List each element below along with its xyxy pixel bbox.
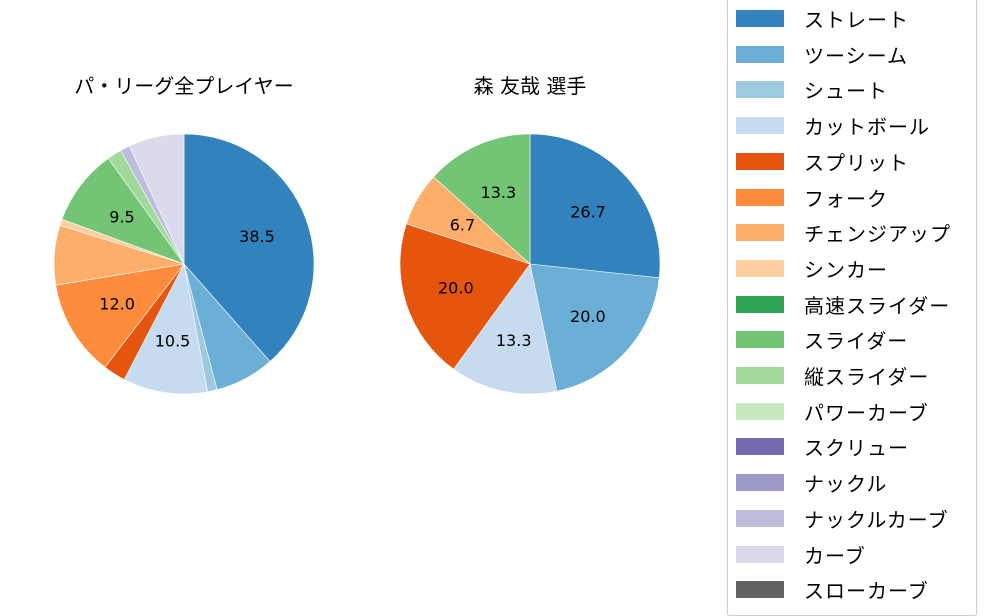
- legend-label: カーブ: [804, 543, 866, 568]
- pie-slice: [123, 263, 208, 395]
- legend-swatch: [736, 367, 784, 384]
- legend-swatch: [736, 81, 784, 99]
- legend-swatch: [736, 10, 784, 27]
- slice-value-label: 6.7: [450, 215, 475, 234]
- legend-label: ナックル: [804, 472, 888, 497]
- pie-slice: [453, 263, 558, 395]
- legend-label: スライダー: [804, 329, 909, 354]
- pie-slice: [399, 223, 531, 370]
- legend-label: スローカーブ: [804, 579, 929, 604]
- legend-swatch: [736, 438, 784, 456]
- legend-swatch: [736, 295, 784, 313]
- slice-value-label: 12.0: [99, 295, 135, 314]
- legend-swatch: [736, 45, 784, 63]
- legend-item: スライダー: [728, 323, 976, 353]
- legend-item: カットボール: [728, 109, 976, 139]
- legend-item: スクリュー: [728, 430, 976, 460]
- legend-item: シュート: [728, 73, 976, 103]
- player-pie-chart: 26.7 20.0 13.3 20.0 6.7 13.3: [399, 133, 661, 395]
- legend-item: ストレート: [728, 2, 976, 32]
- slice-value-label: 20.0: [438, 279, 474, 298]
- right-chart-title: 森 友哉 選手: [473, 74, 587, 98]
- pie-slice: [55, 263, 185, 368]
- pie-slice: [529, 133, 661, 279]
- pie-slice: [183, 133, 315, 362]
- legend-swatch: [736, 545, 784, 563]
- pie-slice: [529, 263, 660, 392]
- league-pie-chart: 38.5 10.5 12.0 9.5: [53, 133, 315, 395]
- slice-value-label: 9.5: [109, 207, 134, 226]
- left-chart-title: パ・リーグ全プレイヤー: [74, 74, 294, 98]
- legend-label: パワーカーブ: [804, 400, 929, 425]
- legend-label: カットボール: [804, 115, 930, 140]
- legend-item: シンカー: [728, 252, 976, 282]
- slice-value-label: 13.3: [481, 183, 517, 202]
- legend: ストレートツーシームシュートカットボール スプリットフォークチェンジアップ シンカー…: [727, 0, 977, 616]
- legend-swatch: [736, 474, 784, 492]
- legend-swatch: [736, 117, 784, 135]
- legend-swatch: [736, 331, 784, 349]
- legend-label: 高速スライダー: [804, 293, 951, 318]
- legend-item: スプリット: [728, 145, 976, 175]
- pie-slice: [128, 133, 185, 265]
- legend-label: フォーク: [804, 186, 888, 211]
- slice-value-label: 13.3: [496, 331, 532, 350]
- legend-item: ナックルカーブ: [728, 502, 976, 532]
- legend-swatch: [736, 259, 784, 277]
- legend-label: ストレート: [804, 8, 909, 32]
- legend-item: 高速スライダー: [728, 288, 976, 318]
- slice-value-label: 26.7: [570, 202, 606, 221]
- legend-item: カーブ: [728, 538, 976, 568]
- pie-slice: [61, 157, 185, 265]
- legend-item: チェンジアップ: [728, 216, 976, 246]
- legend-swatch: [736, 581, 784, 599]
- legend-item: スローカーブ: [728, 573, 976, 603]
- legend-item: ナックル: [728, 466, 976, 496]
- slice-value-label: 10.5: [155, 332, 191, 351]
- slice-value-label: 20.0: [570, 307, 606, 326]
- legend-swatch: [736, 509, 784, 527]
- legend-label: チェンジアップ: [804, 222, 951, 247]
- legend-swatch: [736, 224, 784, 242]
- legend-item: フォーク: [728, 181, 976, 211]
- legend-label: ナックルカーブ: [804, 507, 949, 532]
- legend-label: スクリュー: [804, 436, 909, 461]
- legend-item: ツーシーム: [728, 38, 976, 68]
- legend-label: シュート: [804, 79, 888, 104]
- legend-swatch: [736, 402, 784, 420]
- legend-swatch: [736, 152, 784, 170]
- legend-item: パワーカーブ: [728, 395, 976, 425]
- legend-label: 縦スライダー: [804, 365, 930, 389]
- pie-slice: [433, 133, 531, 265]
- slice-value-label: 38.5: [239, 227, 275, 246]
- legend-swatch: [736, 188, 784, 206]
- legend-label: スプリット: [804, 150, 909, 175]
- legend-label: ツーシーム: [804, 43, 908, 68]
- legend-item: 縦スライダー: [728, 359, 976, 389]
- legend-label: シンカー: [804, 257, 888, 282]
